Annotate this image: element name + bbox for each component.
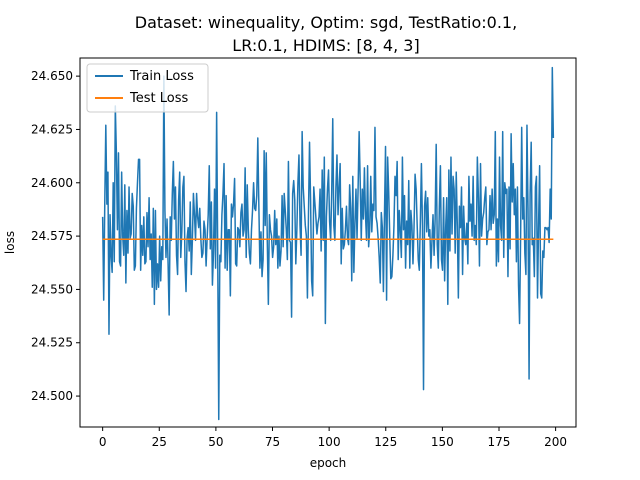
x-tick-label: 175 (488, 435, 511, 449)
x-tick-label: 150 (431, 435, 454, 449)
x-tick-label: 0 (99, 435, 107, 449)
x-tick-label: 125 (374, 435, 397, 449)
plot-area (101, 66, 555, 421)
y-axis: 24.500 24.525 24.550 24.575 24.600 24.625 24.6… (31, 69, 80, 403)
x-axis: 0 25 50 75 100 125 150 175 200 (99, 427, 567, 449)
y-tick-label: 24.500 (31, 389, 73, 403)
x-tick-label: 200 (544, 435, 567, 449)
y-tick-label: 24.650 (31, 69, 73, 83)
x-tick-label: 75 (265, 435, 280, 449)
train-loss-line (101, 66, 555, 421)
y-tick-label: 24.600 (31, 176, 73, 190)
legend: Train Loss Test Loss (86, 63, 209, 113)
y-axis-label: loss (3, 231, 17, 254)
series-layer (101, 66, 555, 421)
x-tick-label: 100 (318, 435, 341, 449)
legend-label-train: Train Loss (129, 69, 194, 84)
x-axis-label: epoch (310, 456, 347, 470)
legend-label-test: Test Loss (129, 91, 188, 106)
y-tick-label: 24.525 (31, 336, 73, 350)
chart-title-line2: LR:0.1, HDIMS: [8, 4, 3] (232, 36, 419, 55)
y-tick-label: 24.625 (31, 122, 73, 136)
x-tick-label: 25 (152, 435, 167, 449)
plot-frame (79, 57, 577, 428)
chart-title-line1: Dataset: winequality, Optim: sgd, TestRa… (135, 13, 517, 32)
y-tick-label: 24.550 (31, 282, 73, 296)
y-tick-label: 24.575 (31, 229, 73, 243)
x-tick-label: 50 (208, 435, 223, 449)
